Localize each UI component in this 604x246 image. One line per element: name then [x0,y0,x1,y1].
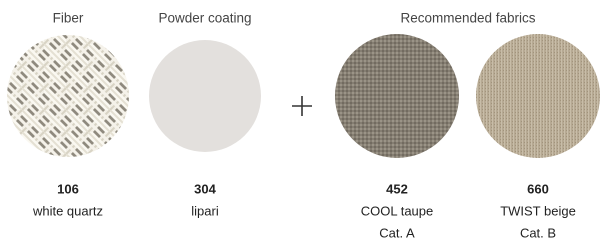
swatch-code: 660 [527,181,549,196]
swatch-name: lipari [191,203,219,218]
plus-icon [292,96,312,116]
swatch-category: Cat. B [520,225,556,240]
swatch-taupe [335,34,459,158]
swatch-fiber [7,35,129,157]
swatch-beige [476,34,600,158]
swatch-category: Cat. A [379,225,415,240]
swatch-panel: Fiber Powder coating Recommended fabrics… [0,0,604,246]
swatch-name: TWIST beige [500,203,576,218]
swatch-powder [149,40,261,152]
swatch-code: 452 [386,181,408,196]
swatch-name: COOL taupe [361,203,434,218]
header-fabrics: Recommended fabrics [400,11,535,26]
swatch-name: white quartz [32,203,103,218]
swatch-code: 304 [194,181,216,196]
page: Fiber Powder coating Recommended fabrics… [0,0,604,246]
header-powder-coating: Powder coating [158,11,251,26]
header-fiber: Fiber [53,11,84,26]
swatch-code: 106 [57,181,79,196]
